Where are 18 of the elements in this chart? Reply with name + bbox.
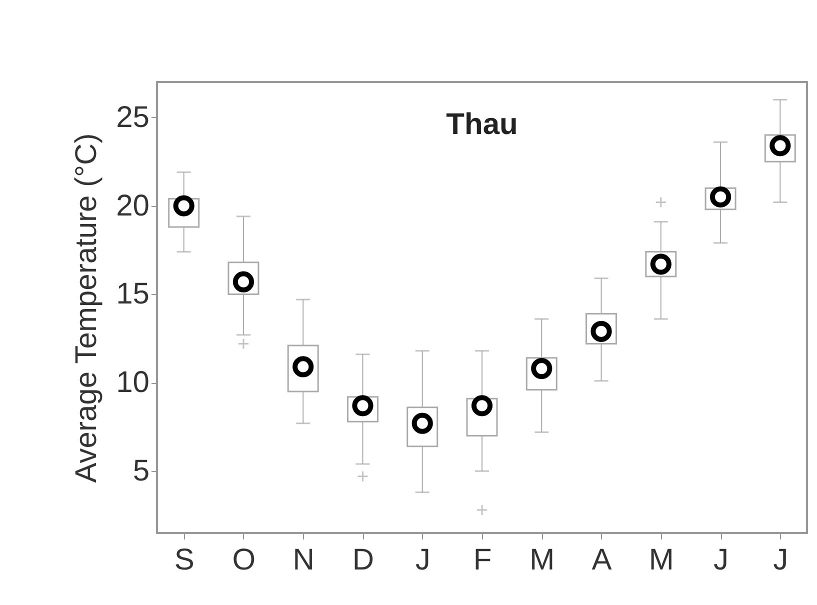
x-tick-label: S: [174, 544, 194, 576]
x-tick-label: J: [714, 544, 729, 576]
x-tick-label: O: [232, 544, 256, 576]
y-tick-label: 25: [116, 100, 150, 134]
y-tick-label: 20: [116, 189, 150, 222]
y-axis-title: Average Temperature (°C): [70, 133, 104, 483]
y-tick-label: 10: [116, 366, 150, 400]
x-tick-label: M: [648, 544, 674, 576]
text: Thau: [446, 108, 518, 141]
x-tick-label: M: [530, 544, 555, 576]
x-tick-label: J: [415, 544, 430, 576]
x-tick-label: N: [292, 544, 314, 576]
x-tick-label: D: [352, 544, 374, 576]
x-tick-label: F: [473, 544, 492, 576]
y-tick-label: 5: [132, 454, 150, 488]
y-tick-label: 15: [116, 278, 150, 311]
x-tick-label: A: [592, 544, 612, 576]
x-tick-label: J: [773, 544, 788, 576]
